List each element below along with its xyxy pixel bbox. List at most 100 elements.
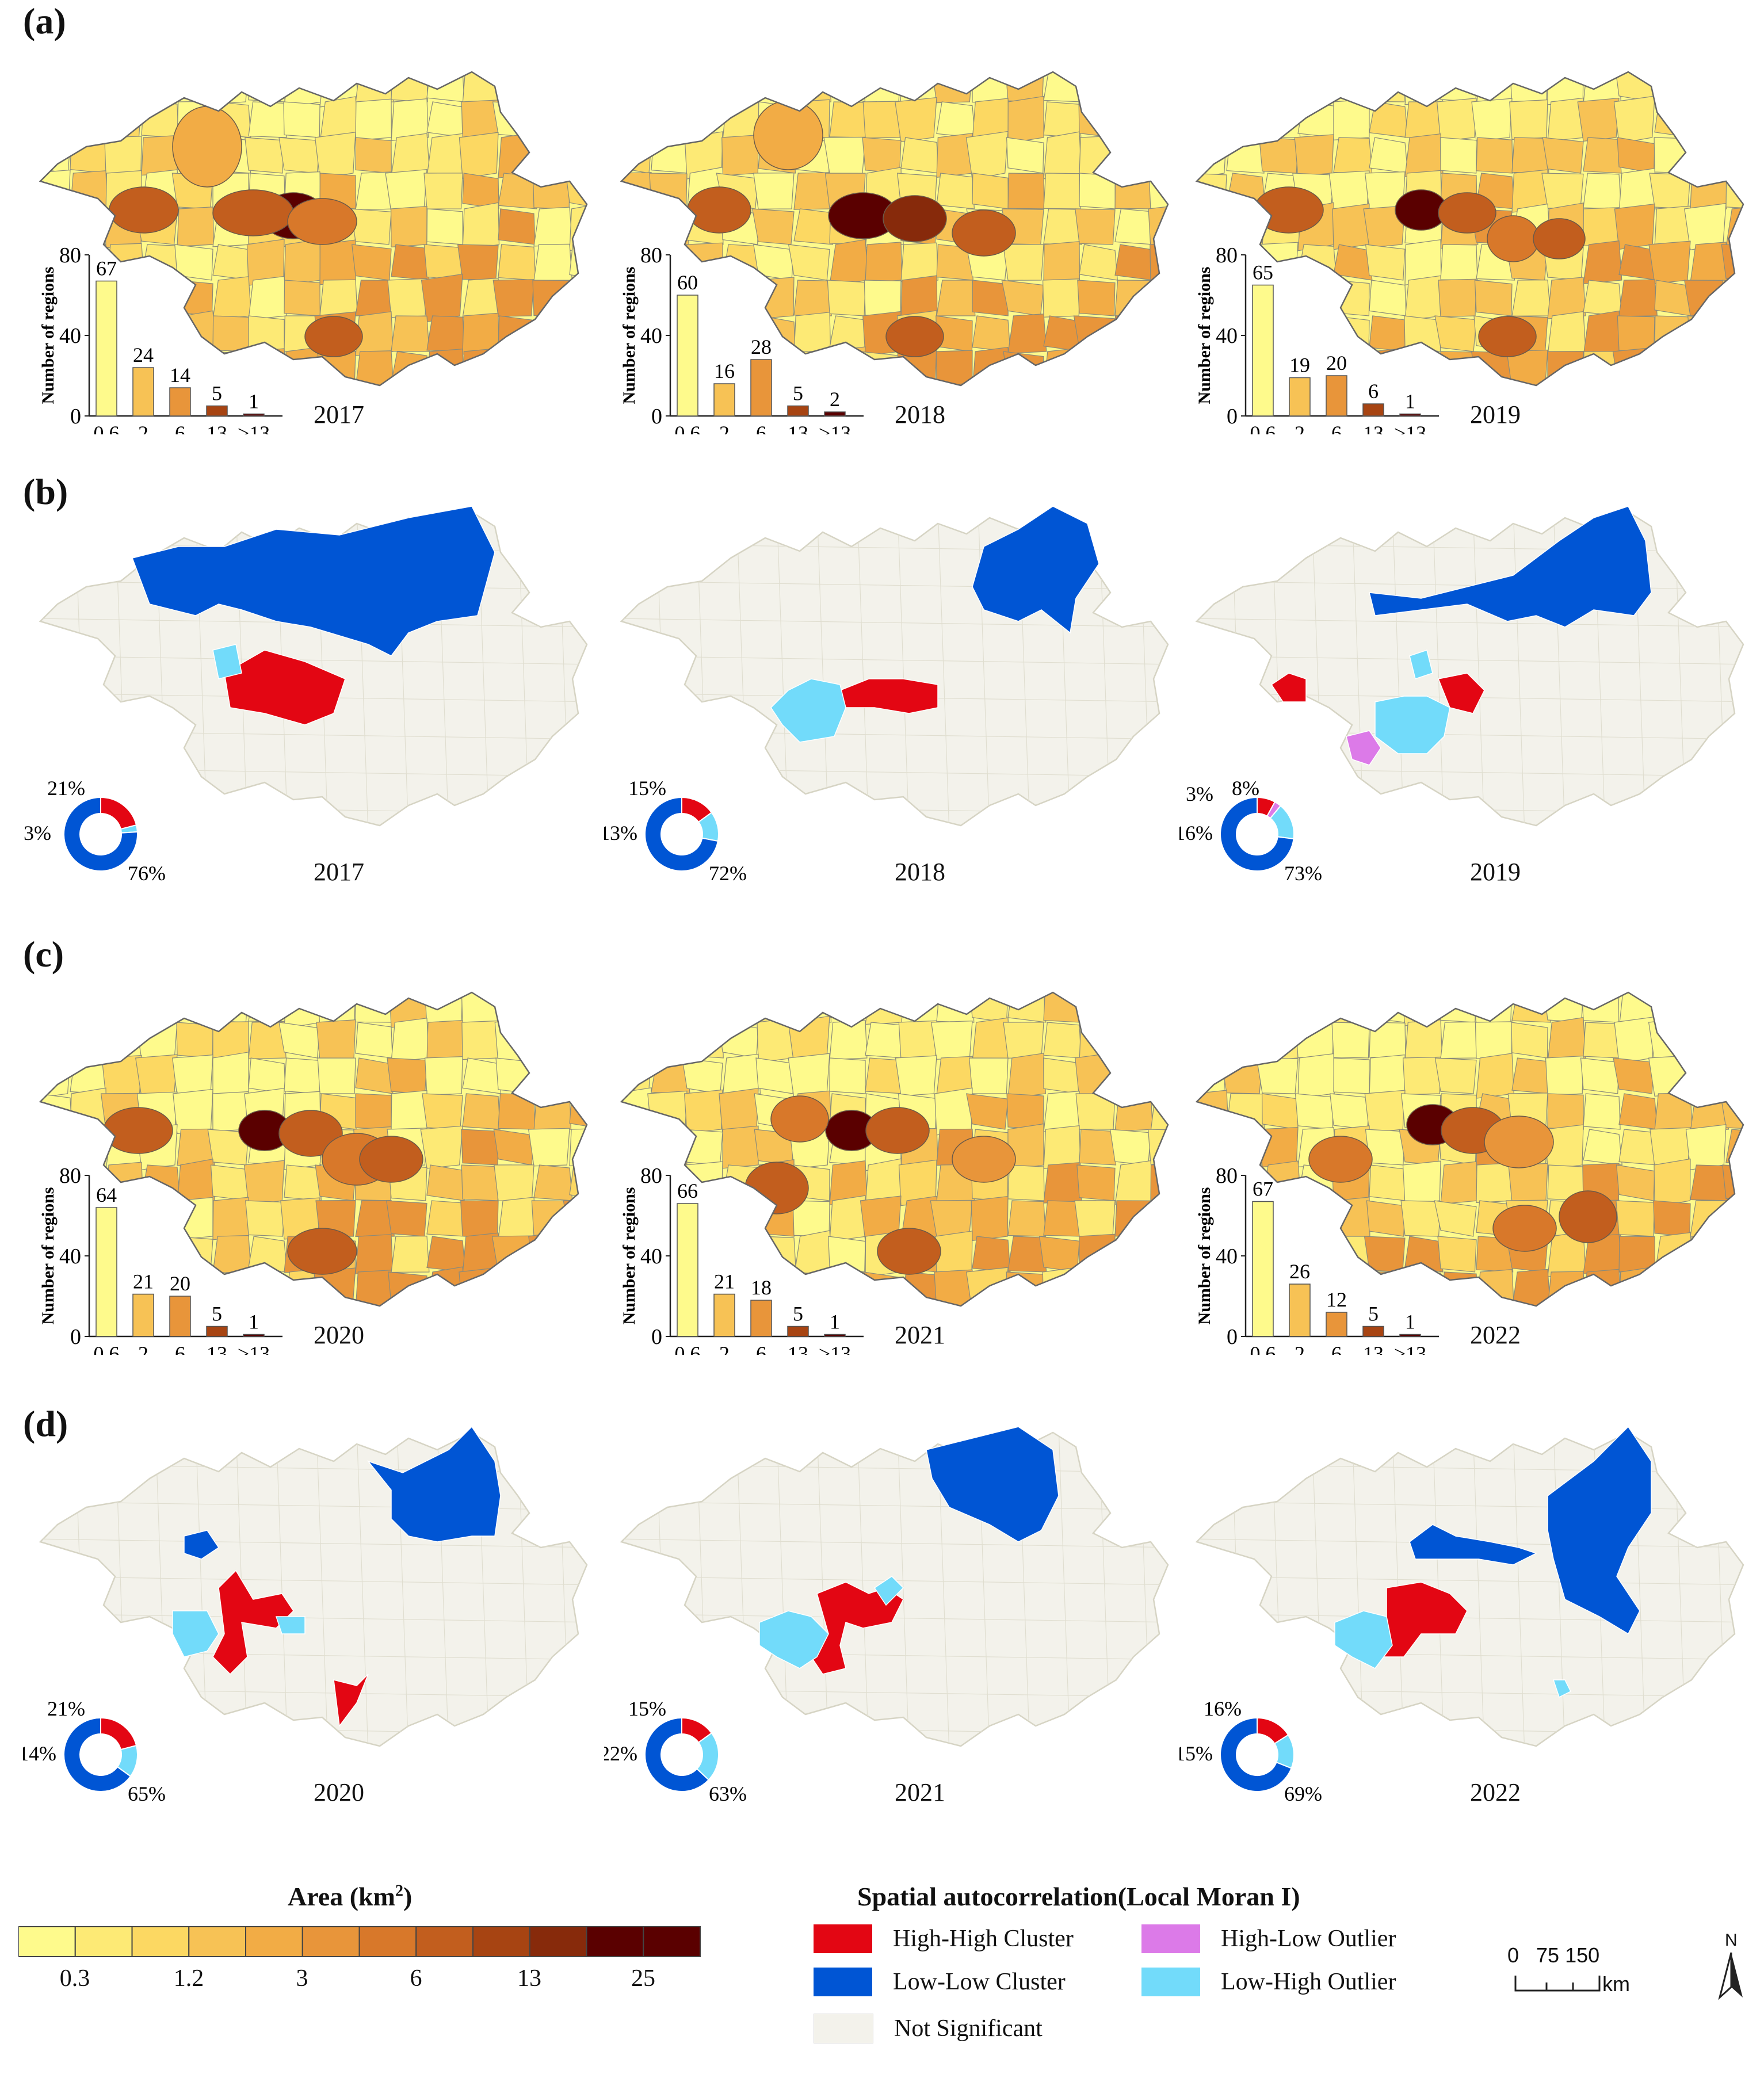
- colorbar-segment: [131, 1926, 190, 1957]
- scale-bar-unit: km: [1602, 1972, 1630, 1996]
- map-outline: [39, 71, 588, 387]
- ll-region: [1369, 506, 1652, 628]
- donut-slice: [100, 796, 138, 830]
- bar: [713, 1293, 735, 1337]
- bar: [1289, 1284, 1311, 1337]
- y-tick-label: 40: [640, 1244, 662, 1269]
- area-colorbar: [18, 1926, 701, 1957]
- bar-value-label: 1: [249, 1311, 259, 1334]
- bar-value-label: 67: [1253, 1178, 1273, 1201]
- ll-swatch: [814, 1968, 872, 1996]
- y-tick-label: 80: [1216, 1164, 1238, 1188]
- bar: [787, 405, 809, 417]
- category-label: 0.6: [94, 422, 120, 434]
- bar-value-label: 67: [96, 257, 117, 280]
- category-label: >13: [819, 1342, 851, 1355]
- bar: [1289, 377, 1311, 417]
- legend-hh: High-High Cluster: [814, 1924, 1074, 1953]
- bar: [1326, 1312, 1347, 1337]
- bar-value-label: 1: [1405, 390, 1415, 413]
- y-axis-label: Number of regions: [1195, 267, 1214, 404]
- donut-label-hh: 21%: [47, 1697, 85, 1720]
- histogram-map-panel-2017: 0 40 80 67 0.6 24 2 14 6 5 13 1 >13 Number of regions: [39, 71, 588, 434]
- category-label: 13: [1363, 1342, 1384, 1355]
- bar: [1252, 1201, 1274, 1337]
- y-tick-label: 40: [640, 324, 662, 348]
- bar: [169, 387, 191, 417]
- y-tick-label: 0: [1227, 404, 1238, 429]
- y-tick-label: 0: [651, 1325, 662, 1349]
- histogram-map-panel-2018: 0 40 80 60 0.6 16 2 28 6 5 13 2 >13 Number of regions: [620, 71, 1169, 434]
- bar: [243, 413, 265, 417]
- legend-hh-label: High-High Cluster: [893, 1926, 1074, 1952]
- y-tick-label: 0: [1227, 1325, 1238, 1349]
- moran-map-outline: [39, 1431, 588, 1747]
- y-tick-label: 40: [1216, 1244, 1238, 1269]
- category-label: >13: [238, 1342, 270, 1355]
- category-label: 6: [1331, 1342, 1342, 1355]
- lh-region: [873, 1576, 904, 1606]
- category-label: 6: [175, 422, 185, 434]
- bar: [824, 1334, 846, 1337]
- lh-region: [1374, 696, 1450, 754]
- donut-label-ll: 69%: [1284, 1782, 1322, 1805]
- colorbar-segment: [358, 1926, 417, 1957]
- bar: [1362, 403, 1384, 417]
- bar-value-label: 18: [751, 1276, 772, 1299]
- y-tick-label: 0: [70, 1325, 81, 1349]
- donut-label-ll: 76%: [128, 862, 166, 885]
- bar-value-label: 2: [830, 388, 840, 411]
- ll-region: [1547, 1426, 1652, 1635]
- bar: [96, 280, 117, 417]
- legend-ll-label: Low-Low Cluster: [893, 1969, 1066, 1995]
- year-label: 2019: [1470, 858, 1521, 886]
- lh-region: [275, 1616, 306, 1634]
- map-outline: [39, 991, 588, 1307]
- moran-map-outline: [1195, 1431, 1744, 1747]
- lh-region: [172, 1610, 219, 1657]
- lh-region: [1552, 1679, 1572, 1698]
- hh-region: [1270, 673, 1307, 702]
- lh-region: [1334, 1610, 1393, 1669]
- colorbar-segment: [18, 1926, 76, 1957]
- category-label: >13: [1394, 422, 1426, 434]
- ns-swatch: [814, 2014, 873, 2043]
- bar-value-label: 5: [793, 1302, 803, 1326]
- year-label: 2018: [895, 400, 945, 429]
- donut-label-lh: 14%: [23, 1742, 56, 1765]
- lh-region: [1409, 650, 1433, 679]
- bar-value-label: 16: [714, 360, 735, 383]
- y-axis-label: Number of regions: [1195, 1187, 1214, 1325]
- bar-value-label: 1: [830, 1311, 840, 1334]
- bar-value-label: 21: [714, 1270, 735, 1293]
- bar: [1399, 1334, 1421, 1337]
- moran-map-panel-2019: 8% 16% 73% 3%: [1179, 506, 1744, 885]
- bar-value-label: 28: [751, 335, 772, 358]
- colorbar-tick: 25: [631, 1965, 655, 1992]
- bar: [787, 1326, 809, 1337]
- lh-swatch: [1141, 1968, 1200, 1996]
- category-label: 13: [788, 422, 808, 434]
- colorbar-tick: 3: [296, 1965, 308, 1992]
- colorbar-segment: [74, 1926, 133, 1957]
- colorbar-segment: [188, 1926, 246, 1957]
- panel-label-c: (c): [23, 934, 64, 975]
- donut-label-hl: 3%: [1186, 782, 1213, 805]
- colorbar-segment: [586, 1926, 644, 1957]
- colorbar-tick: 1.2: [173, 1965, 204, 1992]
- donut-label-hh: 15%: [628, 1697, 666, 1720]
- year-label: 2020: [314, 1778, 364, 1806]
- bar-value-label: 20: [170, 1272, 190, 1295]
- donut-label-lh: 3%: [24, 822, 51, 845]
- bar: [824, 411, 846, 417]
- y-tick-label: 40: [59, 1244, 81, 1269]
- hl-region: [1346, 730, 1381, 766]
- colorbar-segment: [301, 1926, 360, 1957]
- donut-label-lh: 22%: [604, 1742, 637, 1765]
- hh-region: [839, 678, 938, 714]
- bar: [96, 1207, 117, 1337]
- bar-value-label: 66: [677, 1179, 698, 1202]
- year-label: 2017: [314, 400, 364, 429]
- map-outline: [620, 71, 1169, 387]
- legend-hl-label: High-Low Outlier: [1221, 1926, 1396, 1952]
